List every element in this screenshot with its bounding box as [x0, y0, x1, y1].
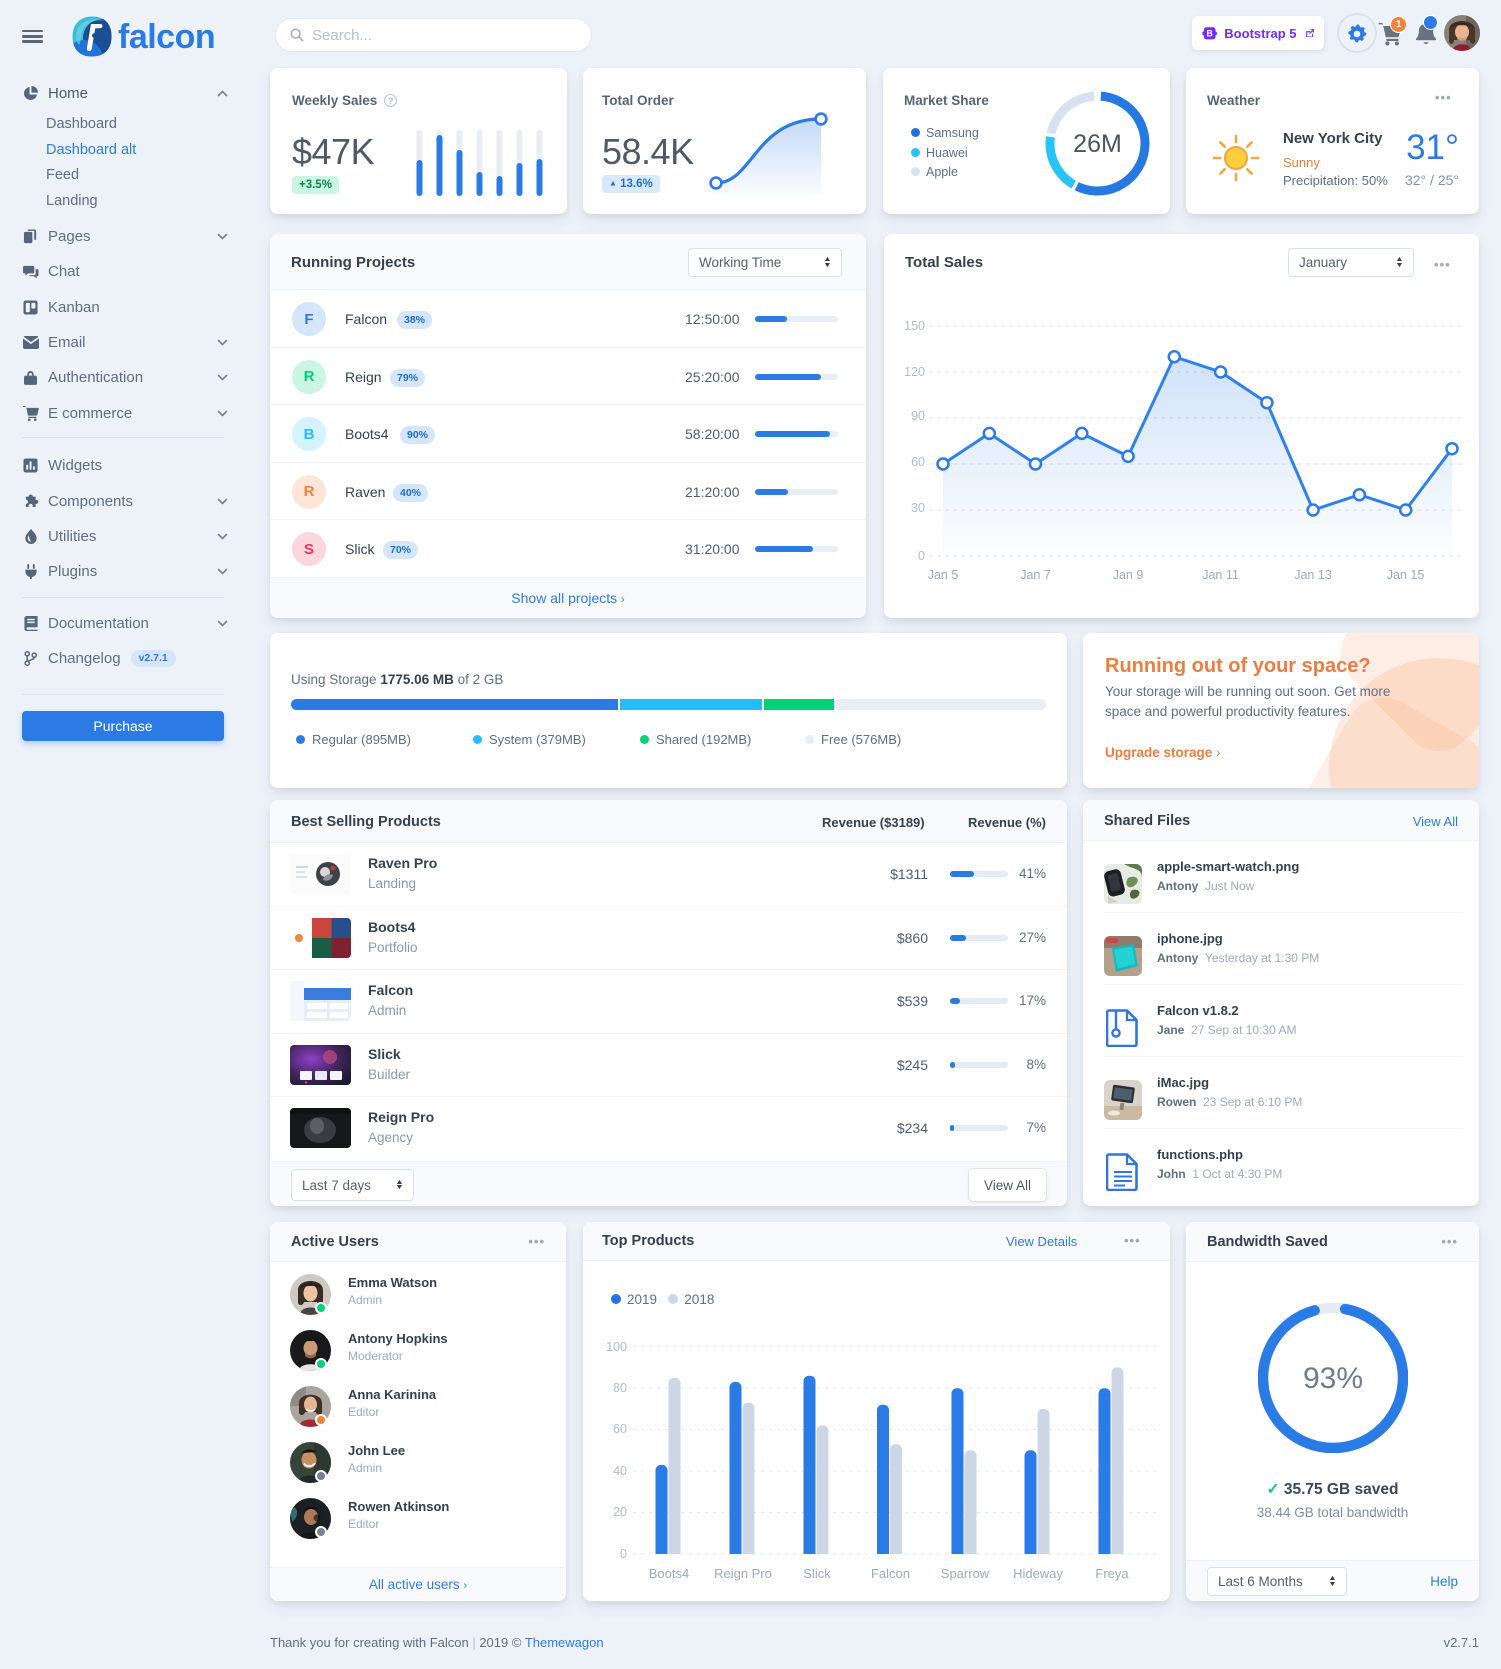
svg-text:60: 60 [911, 455, 925, 469]
svg-text:120: 120 [904, 365, 925, 379]
svg-text:150: 150 [904, 319, 925, 333]
svg-text:30: 30 [911, 501, 925, 515]
svg-text:Jan 11: Jan 11 [1202, 568, 1239, 582]
svg-text:Jan 9: Jan 9 [1113, 568, 1144, 582]
svg-text:B: B [1206, 28, 1212, 38]
svg-text:Falcon: Falcon [871, 1566, 910, 1581]
svg-text:Jan 5: Jan 5 [928, 568, 959, 582]
svg-text:Boots4: Boots4 [649, 1566, 689, 1581]
svg-text:20: 20 [613, 1505, 627, 1519]
svg-text:Jan 15: Jan 15 [1387, 568, 1425, 582]
svg-text:Slick: Slick [803, 1566, 831, 1581]
svg-text:100: 100 [606, 1340, 627, 1354]
svg-text:Sparrow: Sparrow [941, 1566, 990, 1581]
svg-text:0: 0 [918, 549, 925, 563]
svg-text:Freya: Freya [1095, 1566, 1129, 1581]
svg-text:80: 80 [613, 1381, 627, 1395]
svg-text:Reign Pro: Reign Pro [714, 1566, 772, 1581]
svg-text:0: 0 [620, 1547, 627, 1561]
svg-text:60: 60 [613, 1422, 627, 1436]
svg-text:40: 40 [613, 1464, 627, 1478]
svg-text:90: 90 [911, 409, 925, 423]
svg-text:Hideway: Hideway [1013, 1566, 1063, 1581]
svg-text:Jan 13: Jan 13 [1294, 568, 1332, 582]
svg-text:Jan 7: Jan 7 [1020, 568, 1051, 582]
